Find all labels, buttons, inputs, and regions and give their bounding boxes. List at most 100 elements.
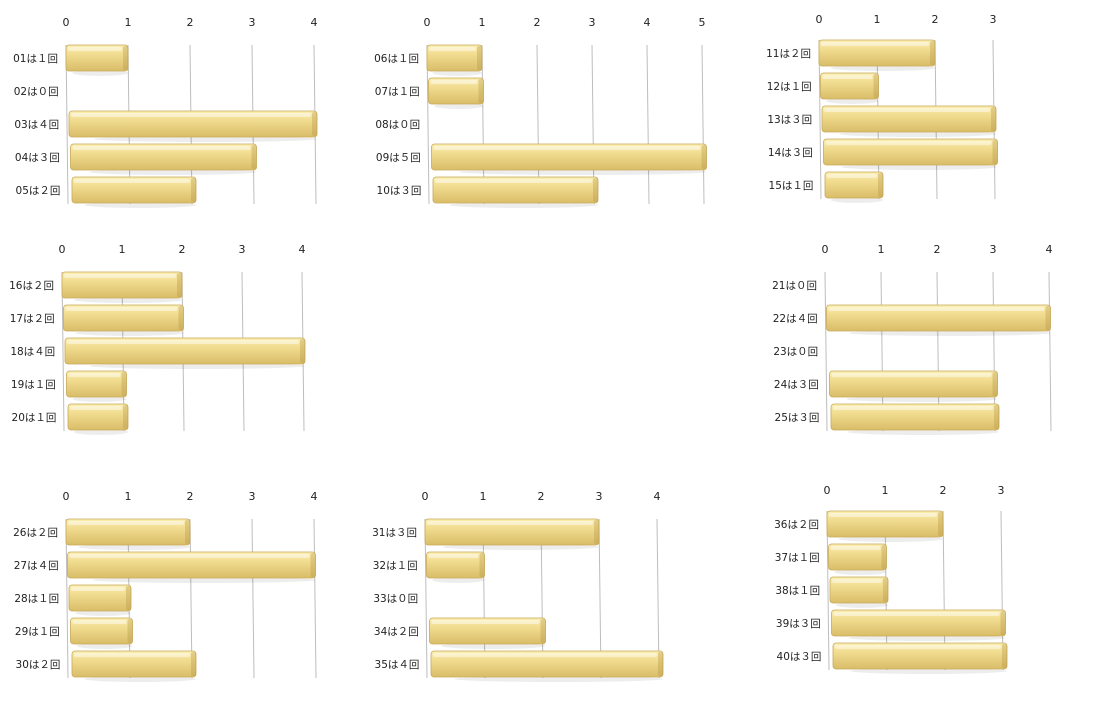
bar-highlight <box>430 80 478 84</box>
bar-chart-4: 0 1 2 3 4 16は２回 17は２回 18は４回 19は１回 20は１回 <box>9 243 306 435</box>
bar-shadow <box>89 363 305 369</box>
bar-shadow <box>449 202 598 208</box>
bar-highlight <box>821 42 929 46</box>
bar-end-cap <box>177 273 182 297</box>
category-label: 29は１回 <box>15 626 60 638</box>
bar-shadow <box>459 169 707 175</box>
tick-label: 0 <box>824 484 831 497</box>
category-label: 08は０回 <box>375 119 420 131</box>
bar <box>424 518 600 546</box>
bar-end-cap <box>477 46 482 70</box>
tick-label: 3 <box>998 484 1005 497</box>
bar <box>820 72 879 100</box>
category-label: 05は２回 <box>16 185 61 197</box>
category-label: 12は１回 <box>767 81 812 93</box>
bar <box>828 543 887 571</box>
bar <box>428 77 484 105</box>
bar <box>70 617 133 645</box>
bar-end-cap <box>300 339 305 363</box>
bar-highlight <box>427 521 593 525</box>
tick-label: 1 <box>878 243 885 256</box>
tick-label: 3 <box>239 243 246 256</box>
category-label: 10は３回 <box>377 185 422 197</box>
bar-shadow <box>74 429 128 435</box>
bar-end-cap <box>251 145 257 169</box>
category-label: 26は２回 <box>13 527 58 539</box>
gridline <box>1048 271 1052 432</box>
bar-shadow <box>835 602 888 608</box>
gridline <box>65 44 69 205</box>
bar-shadow <box>442 544 599 550</box>
bar-highlight <box>431 620 540 624</box>
category-label: 07は１回 <box>375 86 420 98</box>
bar-shadow <box>846 396 998 402</box>
category-label: 18は４回 <box>10 346 55 358</box>
bar-end-cap <box>123 405 128 429</box>
bar-shadow <box>847 429 999 435</box>
tick-label: 1 <box>874 13 881 26</box>
bar <box>63 304 184 332</box>
bar-shadow <box>830 65 935 71</box>
bar-highlight <box>74 653 190 657</box>
bar <box>426 44 483 72</box>
bar-highlight <box>832 579 882 583</box>
gridline <box>424 518 428 679</box>
bar-shadow <box>434 103 484 109</box>
bar-end-cap <box>479 553 485 577</box>
tick-label: 4 <box>299 243 306 256</box>
bar-shadow <box>834 569 887 575</box>
bar-highlight <box>833 612 1000 616</box>
category-label: 14は３回 <box>768 147 813 159</box>
bar-end-cap <box>873 74 879 98</box>
chart-panel-7: 0 1 2 3 4 31は３回 32は１回 33は０回 34は２回 35は４回 <box>365 482 725 707</box>
bar <box>65 518 191 546</box>
gridline <box>826 510 830 671</box>
bar-shadow <box>72 396 127 402</box>
category-label: 21は０回 <box>772 280 817 292</box>
category-label: 20は１回 <box>12 412 57 424</box>
gridline <box>251 518 255 679</box>
bar <box>61 271 183 299</box>
category-label: 30は２回 <box>16 659 61 671</box>
bar-highlight <box>435 179 592 183</box>
category-label: 06は１回 <box>374 53 419 65</box>
bar-end-cap <box>938 512 943 536</box>
gridline <box>818 39 822 200</box>
category-label: 17は２回 <box>10 313 55 325</box>
bar <box>832 642 1008 670</box>
bar-highlight <box>828 307 1045 311</box>
bar-end-cap <box>883 578 888 602</box>
bar <box>68 584 132 612</box>
bar-highlight <box>71 587 125 591</box>
bar-end-cap <box>312 112 317 136</box>
bar <box>64 337 306 365</box>
tick-label: 2 <box>187 16 194 29</box>
gridline <box>426 44 430 205</box>
bar-end-cap <box>992 372 998 396</box>
bar-shadow <box>432 577 485 583</box>
tick-label: 2 <box>179 243 186 256</box>
category-label: 27は４回 <box>14 560 59 572</box>
bar-shadow <box>76 643 133 649</box>
bar-highlight <box>67 340 299 344</box>
bar-shadow <box>92 577 316 583</box>
bar-shadow <box>848 330 1051 336</box>
category-label: 22は４回 <box>773 313 818 325</box>
category-label: 19は１回 <box>11 379 56 391</box>
bar <box>432 176 599 204</box>
bar-end-cap <box>930 41 935 65</box>
gridline <box>701 44 705 205</box>
category-label: 16は２回 <box>9 280 54 292</box>
category-label: 38は１回 <box>775 585 820 597</box>
bar <box>829 576 889 604</box>
bar-highlight <box>433 146 701 150</box>
bar-end-cap <box>991 107 996 131</box>
tick-label: 0 <box>816 13 823 26</box>
category-label: 37は１回 <box>775 552 820 564</box>
bar-end-cap <box>701 145 707 169</box>
bar-highlight <box>70 406 122 410</box>
bar-highlight <box>428 554 479 558</box>
bar-end-cap <box>178 306 184 330</box>
bar-chart-2: 0 1 2 3 4 5 06は１回 07は１回 08は０回 09は５回 10は３回 <box>374 16 707 208</box>
bar <box>826 510 944 538</box>
